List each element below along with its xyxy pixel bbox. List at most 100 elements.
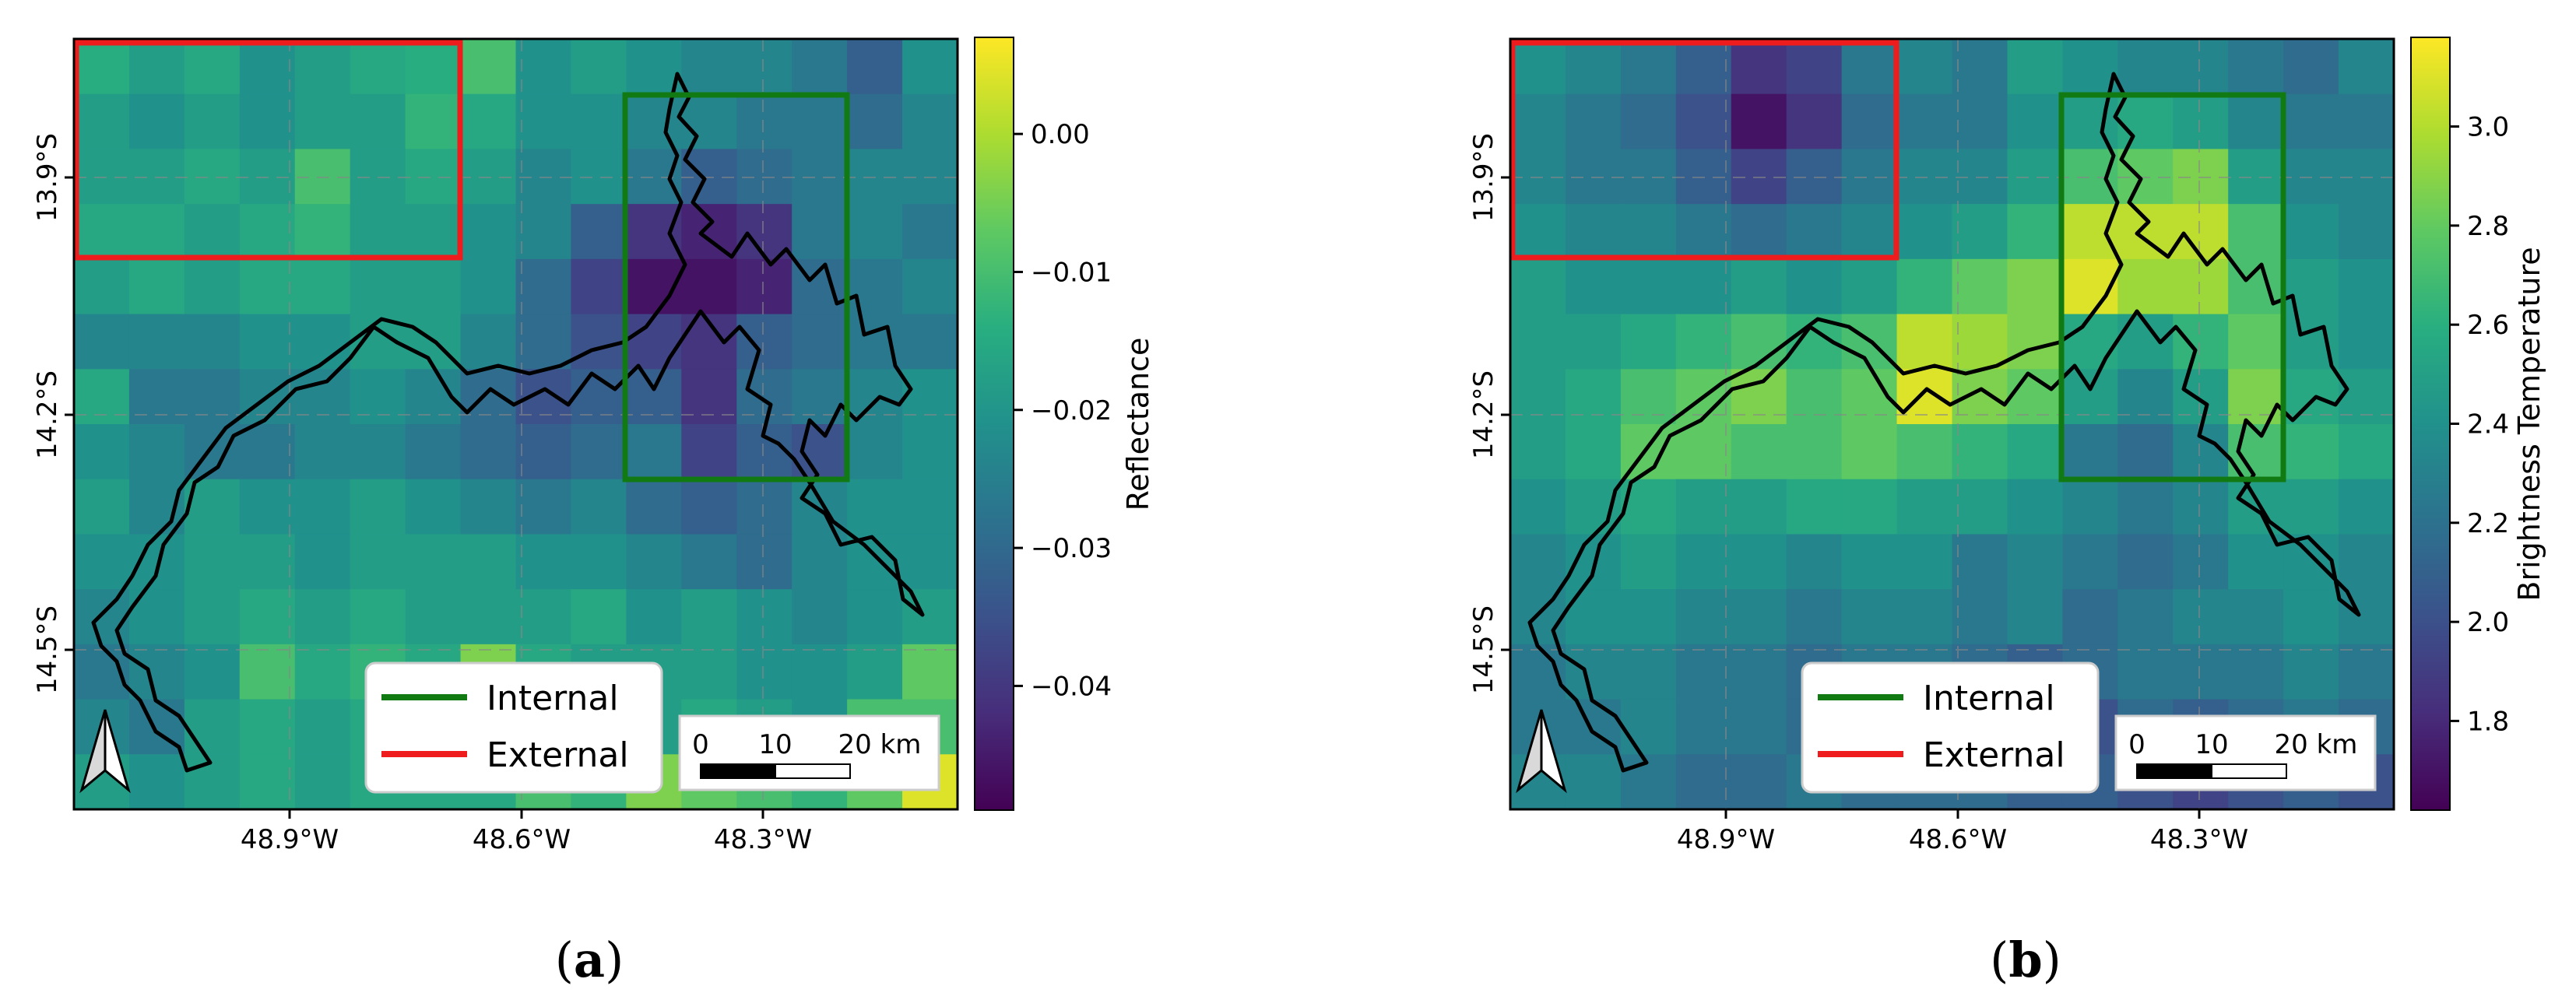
raster-cell <box>350 39 406 95</box>
raster-cell <box>2062 204 2118 260</box>
colorbar-tick-label: 2.4 <box>2467 409 2509 440</box>
colorbar-tick-label: −0.01 <box>1031 257 1112 288</box>
map-gridlines-a <box>74 39 958 809</box>
raster-cell <box>184 258 241 315</box>
raster-cell <box>2173 258 2229 315</box>
raster-cell <box>350 424 406 480</box>
raster-cell <box>128 39 185 95</box>
raster-cell <box>1565 644 1622 700</box>
raster-cell <box>626 39 682 95</box>
raster-cell <box>2339 314 2395 370</box>
scalebar-label: 20 km <box>838 729 922 760</box>
raster-cell <box>128 204 185 260</box>
raster-cell <box>405 479 462 535</box>
raster-cell <box>626 534 682 590</box>
raster-cell <box>1731 39 1787 95</box>
raster-cell <box>515 93 572 150</box>
raster-cell <box>1510 424 1566 480</box>
colorbar-a: 0.00 −0.01 −0.02 −0.03 −0.04 Reflectance <box>974 37 1155 811</box>
raster-cell <box>184 149 241 205</box>
raster-cell <box>2339 589 2395 645</box>
raster-cell <box>1675 39 1732 95</box>
raster-cell <box>1896 314 1953 370</box>
raster-cell <box>1731 204 1787 260</box>
raster-cell <box>2339 644 2395 700</box>
raster-cell <box>902 39 958 95</box>
raster-cell <box>184 93 241 150</box>
colorbar-gradient <box>974 37 1014 811</box>
raster-cell <box>2117 93 2174 150</box>
raster-cell <box>405 424 462 480</box>
raster-cell <box>792 589 848 645</box>
raster-cell <box>847 258 903 315</box>
raster-cell <box>1620 534 1677 590</box>
panel-label-letter: b <box>2008 932 2042 988</box>
raster-cell <box>515 204 572 260</box>
raster-cell <box>74 534 130 590</box>
raster-cell <box>736 258 792 315</box>
raster-cell <box>2117 369 2174 425</box>
raster-cell <box>1620 258 1677 315</box>
colorbar-tick-label: 2.0 <box>2467 607 2509 638</box>
colorbar-tick-label: 1.8 <box>2467 706 2509 737</box>
raster-cell <box>847 39 903 95</box>
raster-cell <box>2173 644 2229 700</box>
raster-cell <box>1510 258 1566 315</box>
raster-cell <box>1620 699 1677 755</box>
raster-cell <box>681 39 737 95</box>
north-arrow-icon <box>79 709 131 794</box>
raster-cell <box>515 369 572 425</box>
raster-cell <box>294 754 351 810</box>
raster-cell <box>350 479 406 535</box>
colorbar-b: 3.0 2.8 2.6 2.4 2.2 2.0 1.8 Brightness Tempera… <box>2410 37 2546 811</box>
scalebar-label: 10 <box>2195 729 2228 760</box>
raster-cell <box>239 314 296 370</box>
panel-b: Internal External 0 10 20 km 48.9°W 48.6… <box>1468 37 2546 988</box>
raster-cell <box>2007 424 2063 480</box>
raster-cell <box>1731 699 1787 755</box>
lon-tick-label: 48.6°W <box>473 824 571 855</box>
lon-tick-label: 48.3°W <box>714 824 812 855</box>
raster-cell <box>1565 93 1622 150</box>
raster-cell <box>792 204 848 260</box>
colorbar-tick-label: 0.00 <box>1031 119 1090 150</box>
external-region-box <box>73 40 463 261</box>
raster-cell <box>2339 39 2395 95</box>
raster-cell <box>1510 369 1566 425</box>
raster-cell <box>239 93 296 150</box>
raster-cell <box>1896 589 1953 645</box>
lat-tick-label: 13.9°S <box>1468 133 1499 222</box>
raster-cell <box>2062 589 2118 645</box>
raster-cell <box>2117 479 2174 535</box>
raster-cell <box>1510 204 1566 260</box>
raster-cell <box>902 369 958 425</box>
colorbar-tick-label: 2.8 <box>2467 211 2509 242</box>
raster-cell <box>1565 424 1622 480</box>
raster-cell <box>902 258 958 315</box>
raster-cell <box>1731 754 1787 810</box>
raster-cell <box>74 258 130 315</box>
raster-cell <box>1620 644 1677 700</box>
raster-grid-a <box>74 39 958 810</box>
raster-cell <box>1675 204 1732 260</box>
raster-cell <box>1565 369 1622 425</box>
raster-cell <box>74 204 130 260</box>
raster-cell <box>1841 39 1898 95</box>
raster-cell <box>2173 589 2229 645</box>
raster-cell <box>294 93 351 150</box>
raster-cell <box>571 424 627 480</box>
raster-cell <box>626 314 682 370</box>
raster-cell <box>239 644 296 700</box>
raster-cell <box>1675 699 1732 755</box>
raster-cell <box>294 589 351 645</box>
raster-cell <box>902 424 958 480</box>
raster-cell <box>128 644 185 700</box>
raster-cell <box>2062 479 2118 535</box>
raster-cell <box>626 589 682 645</box>
raster-cell <box>626 369 682 425</box>
raster-cell <box>184 369 241 425</box>
raster-cell <box>1841 424 1898 480</box>
colorbar-ticks-a: 0.00 −0.01 −0.02 −0.03 −0.04 <box>1014 119 1112 702</box>
raster-cell <box>736 93 792 150</box>
